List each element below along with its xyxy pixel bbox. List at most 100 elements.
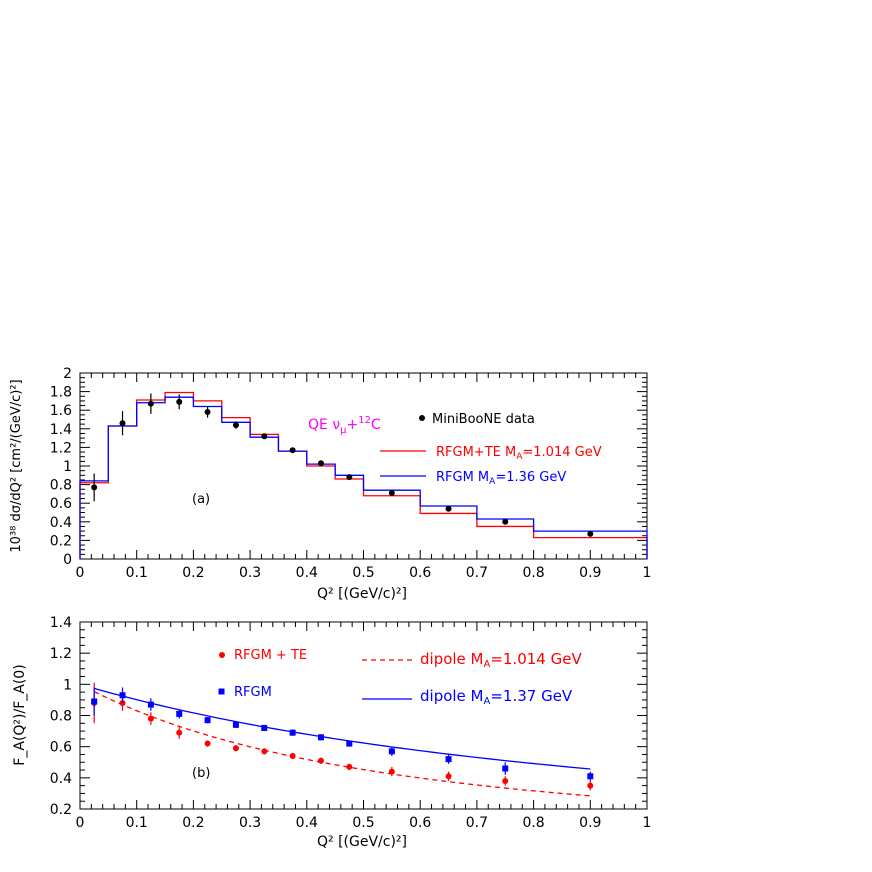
panel-a-xlabel: Q² [(GeV/c)²] bbox=[317, 586, 407, 602]
data-point bbox=[232, 422, 239, 429]
point-rfgm bbox=[587, 773, 594, 780]
point-rfgm bbox=[289, 729, 296, 736]
panel-b-xtick-label: 0.2 bbox=[182, 815, 204, 831]
panel-a-xtick-label: 0.7 bbox=[466, 565, 488, 581]
panel-b-xtick-label: 0.3 bbox=[239, 815, 261, 831]
point-rfgm bbox=[388, 748, 395, 755]
panel-a-xtick-label: 0.2 bbox=[182, 565, 204, 581]
panel-a-points bbox=[91, 393, 594, 537]
legend-marker-rfgm bbox=[218, 688, 225, 695]
panel-a-xtick-label: 0.4 bbox=[296, 565, 318, 581]
panel-b-ticks: 0 0.1 0.2 0.3 0.4 0.5 0.6 0.7 0.8 0.9 1 0.2 0.4 0.6 0.… bbox=[50, 615, 652, 831]
panel-a-ytick-label: 1.2 bbox=[50, 440, 72, 456]
panel-b-label: (b) bbox=[192, 766, 210, 781]
panel-a-xtick-label: 0.1 bbox=[126, 565, 148, 581]
point-rfgm-te bbox=[317, 757, 324, 764]
point-rfgm bbox=[232, 721, 239, 728]
data-point bbox=[317, 460, 324, 467]
panel-a-ytick-label: 0.6 bbox=[50, 496, 72, 512]
panel-a-ytick-label: 0.4 bbox=[50, 515, 72, 531]
panel-a-xtick-label: 0 bbox=[76, 565, 85, 581]
data-point bbox=[147, 400, 154, 407]
panel-b-points bbox=[91, 682, 594, 791]
panel-a-xtick-label: 0.6 bbox=[409, 565, 431, 581]
panel-b-ytick-label: 1.4 bbox=[50, 615, 72, 631]
point-rfgm-te bbox=[289, 753, 296, 760]
point-rfgm bbox=[502, 765, 509, 772]
panel-b-ytick-label: 0.8 bbox=[50, 709, 72, 725]
panel-a-ytick-label: 0.8 bbox=[50, 478, 72, 494]
panel-a-ytick-label: 2 bbox=[63, 366, 72, 382]
panel-b-ytick-label: 0.6 bbox=[50, 740, 72, 756]
panel-b: 0 0.1 0.2 0.3 0.4 0.5 0.6 0.7 0.8 0.9 1 0.2 0.4 0.6 0.… bbox=[12, 615, 651, 850]
panel-b-ytick-label: 1 bbox=[63, 677, 72, 693]
point-rfgm bbox=[346, 740, 353, 747]
legend-b: RFGM + TE RFGM dipole MA=1.014 GeV dipol… bbox=[218, 648, 582, 707]
point-rfgm bbox=[317, 734, 324, 741]
legend-label-miniboone: MiniBooNE data bbox=[432, 412, 535, 427]
point-rfgm bbox=[176, 710, 183, 717]
point-rfgm-te bbox=[502, 777, 509, 784]
panel-b-xtick-label: 0.8 bbox=[522, 815, 544, 831]
legend-label-dipole-137: dipole MA=1.37 GeV bbox=[420, 687, 573, 707]
data-point bbox=[261, 433, 268, 440]
point-rfgm-te bbox=[176, 729, 183, 736]
point-rfgm-te bbox=[261, 748, 268, 755]
data-point bbox=[445, 505, 452, 512]
data-point bbox=[176, 398, 183, 405]
panel-a-label: (a) bbox=[192, 492, 210, 507]
legend-label-rfgm-te: RFGM+TE MA=1.014 GeV bbox=[436, 445, 602, 462]
point-rfgm-te bbox=[204, 740, 211, 747]
panel-b-curves bbox=[93, 687, 591, 797]
point-rfgm-te bbox=[346, 763, 353, 770]
panel-a-xtick-label: 0.8 bbox=[522, 565, 544, 581]
point-rfgm bbox=[91, 698, 98, 705]
panel-a-xtick-label: 0.9 bbox=[579, 565, 601, 581]
point-rfgm-te bbox=[232, 745, 239, 752]
panel-a-histograms bbox=[79, 391, 648, 559]
legend-marker-miniboone bbox=[419, 415, 425, 421]
panel-a: 0 0.1 0.2 0.3 0.4 0.5 0.6 0.7 0.8 0.9 100.20.40.60… bbox=[9, 366, 651, 602]
legend-label-dipole-1014: dipole MA=1.014 GeV bbox=[420, 650, 582, 670]
point-rfgm-te bbox=[388, 768, 395, 775]
dipole-curve-137 bbox=[93, 687, 591, 770]
panel-a-ytick-label: 0 bbox=[63, 552, 72, 568]
legend-label-rfgm-b: RFGM bbox=[234, 685, 272, 700]
point-rfgm-te bbox=[587, 782, 594, 789]
data-point bbox=[346, 474, 353, 481]
data-point bbox=[587, 530, 594, 537]
legend-label-rfgm: RFGM MA=1.36 GeV bbox=[436, 470, 566, 487]
dipole-curve-1014 bbox=[93, 691, 591, 797]
panel-a-ytick-label: 1.6 bbox=[50, 403, 72, 419]
panel-b-xtick-label: 0.1 bbox=[126, 815, 148, 831]
panel-a-ytick-label: 1.4 bbox=[50, 422, 72, 438]
panel-b-xtick-label: 0.5 bbox=[352, 815, 374, 831]
panel-b-ytick-label: 1.2 bbox=[50, 646, 72, 662]
panel-b-ylabel: F_A(Q²)/F_A(0) bbox=[12, 664, 28, 765]
panel-b-xtick-label: 0 bbox=[76, 815, 85, 831]
panel-a-ytick-label: 1.8 bbox=[50, 385, 72, 401]
panel-a-ytick-label: 1 bbox=[63, 459, 72, 475]
panel-b-xtick-label: 0.4 bbox=[296, 815, 318, 831]
panel-b-xlabel: Q² [(GeV/c)²] bbox=[317, 834, 407, 850]
data-point bbox=[91, 484, 98, 491]
point-rfgm bbox=[445, 756, 452, 763]
panel-a-ytick-label: 0.2 bbox=[50, 533, 72, 549]
legend-a: MiniBooNE data RFGM+TE MA=1.014 GeV RFGM… bbox=[380, 412, 602, 487]
point-rfgm-te bbox=[445, 773, 452, 780]
panel-a-xtick-label: 0.5 bbox=[352, 565, 374, 581]
panel-b-ytick-label: 0.4 bbox=[50, 771, 72, 787]
panel-a-title: QE νμ+12C bbox=[308, 415, 381, 436]
data-point bbox=[119, 420, 126, 427]
histogram-rfgm bbox=[79, 396, 648, 559]
data-point bbox=[502, 518, 509, 525]
data-point bbox=[388, 489, 395, 496]
point-rfgm bbox=[261, 724, 268, 731]
point-rfgm bbox=[147, 701, 154, 708]
data-point bbox=[204, 409, 211, 416]
panel-b-xtick-label: 0.6 bbox=[409, 815, 431, 831]
panel-b-ytick-label: 0.2 bbox=[50, 802, 72, 818]
panel-a-xtick-label: 0.3 bbox=[239, 565, 261, 581]
panel-a-ylabel: 10³⁸ dσ/dQ² [cm²/(GeV/c)²] bbox=[9, 379, 24, 552]
